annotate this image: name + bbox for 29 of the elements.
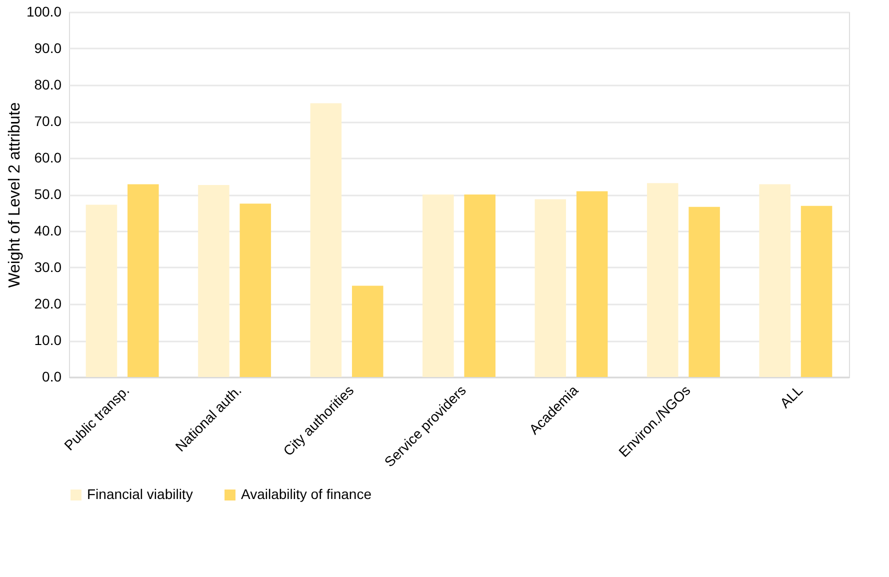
- y-tick-label: 100.0: [26, 4, 62, 20]
- bar: [534, 199, 566, 377]
- bar: [759, 184, 790, 377]
- y-tick-label: 70.0: [34, 113, 62, 129]
- bar: [310, 103, 342, 377]
- bar: [128, 184, 159, 377]
- bar: [688, 206, 720, 377]
- bar: [352, 286, 384, 377]
- y-tick-label: 30.0: [34, 259, 62, 275]
- y-tick-label: 20.0: [34, 296, 62, 312]
- y-tick-label: 90.0: [34, 40, 62, 56]
- legend-label: Availability of finance: [241, 486, 372, 502]
- bar: [576, 191, 608, 377]
- bar: [86, 204, 118, 377]
- bar: [646, 183, 678, 377]
- bar: [198, 185, 230, 377]
- x-tick-label: ALL: [776, 382, 806, 412]
- legend-label: Financial viability: [87, 486, 193, 502]
- y-tick-label: 60.0: [34, 150, 62, 166]
- y-tick-label: 40.0: [34, 222, 62, 238]
- bar: [800, 206, 832, 377]
- y-tick-label: 50.0: [34, 186, 62, 202]
- y-tick-label: 10.0: [34, 332, 62, 348]
- y-axis-title: Weight of Level 2 attribute: [6, 102, 24, 288]
- bar: [464, 194, 496, 377]
- bar: [240, 204, 272, 377]
- bar: [422, 194, 454, 377]
- y-tick-label: 0.0: [42, 368, 62, 384]
- y-tick-label: 80.0: [34, 76, 62, 92]
